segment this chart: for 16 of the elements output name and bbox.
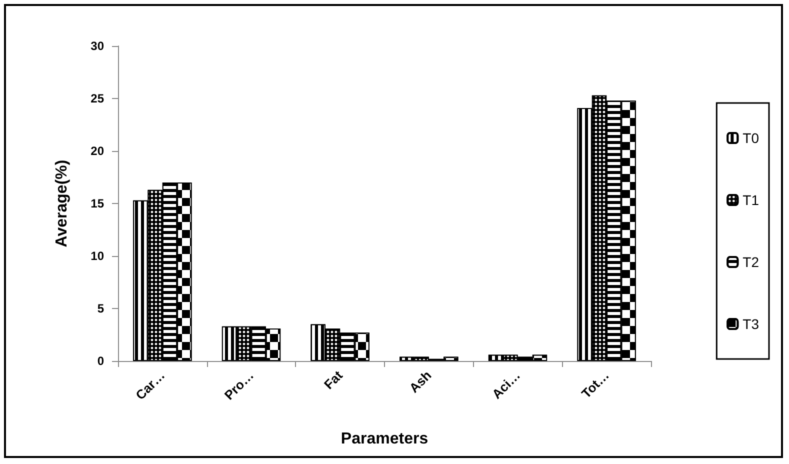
y-tick-label: 5	[97, 302, 104, 316]
x-tick-label: Fat	[321, 367, 346, 392]
legend-label: T0	[742, 130, 760, 146]
y-tick-label: 30	[90, 39, 104, 53]
y-tick-label: 25	[90, 92, 104, 106]
legend-label: T1	[742, 192, 760, 208]
legend-label: T2	[742, 254, 760, 270]
x-axis-title: Parameters	[340, 430, 428, 448]
x-tick-label: Tot…	[578, 368, 612, 402]
y-tick-label: 10	[90, 249, 104, 263]
y-axis-title: Average(%)	[54, 160, 70, 248]
y-tick-label: 15	[90, 196, 104, 210]
x-tick-label: Ash	[406, 368, 434, 396]
legend-label: T3	[742, 316, 760, 332]
y-tick-label: 0	[97, 354, 104, 368]
y-tick-label: 20	[90, 144, 104, 158]
